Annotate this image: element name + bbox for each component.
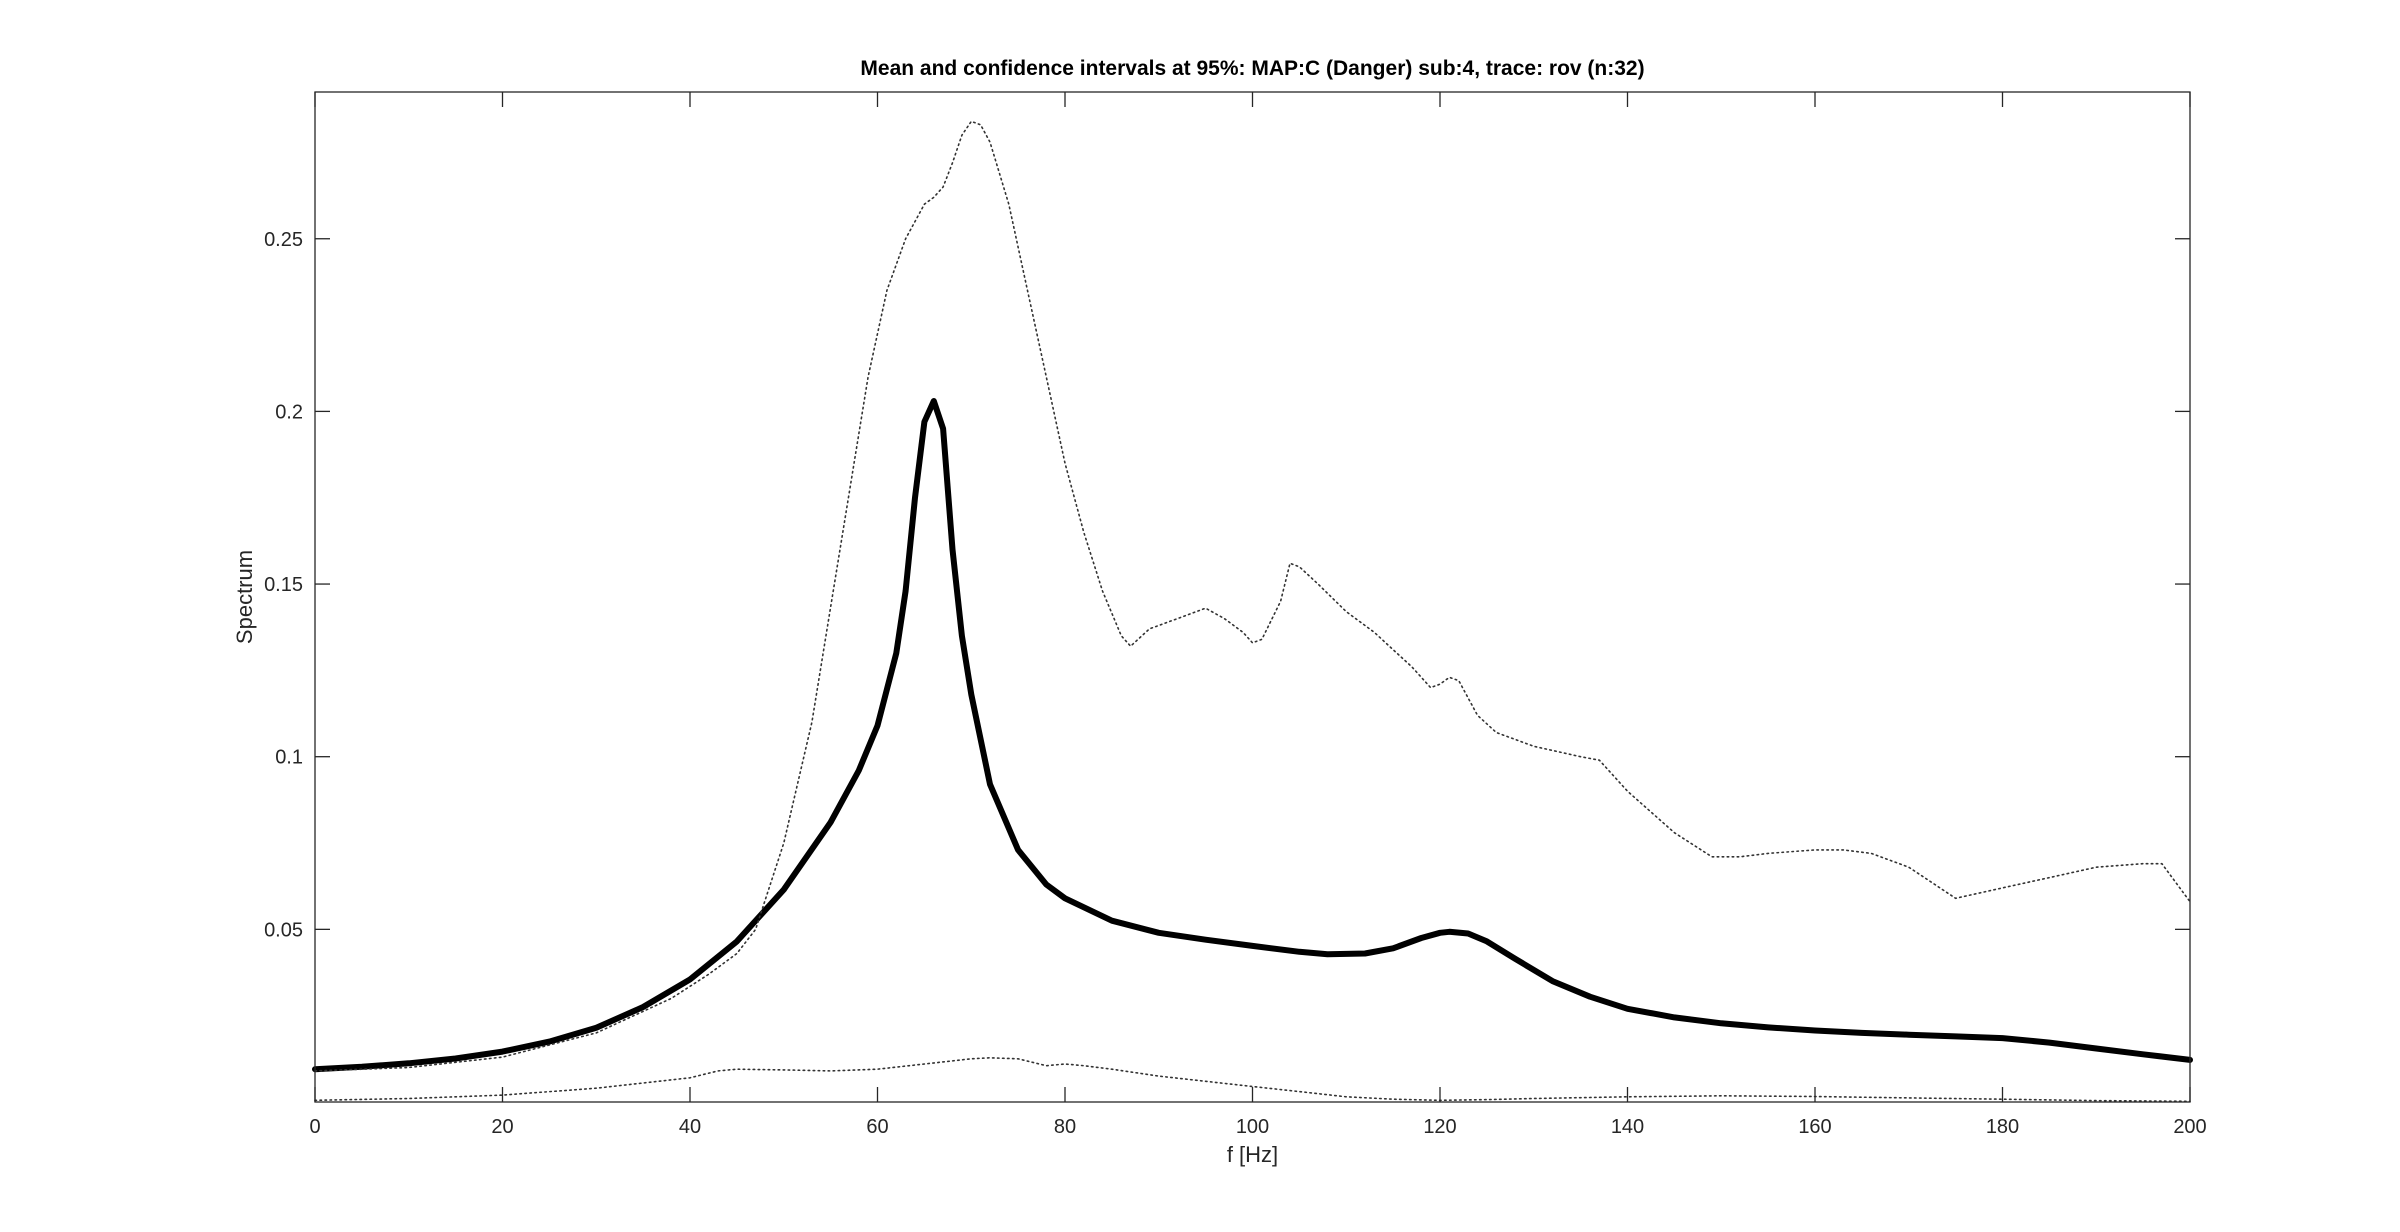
tick-layer: 0 20 40 60 80 100 120 140 160 180 200 0.05 0.1 0.15 0.… xyxy=(264,92,2207,1138)
x-tick-label: 180 xyxy=(1986,1116,2019,1138)
x-tick-label: 40 xyxy=(679,1116,701,1138)
y-tick-label: 0.05 xyxy=(264,919,303,941)
series-line-upper-ci xyxy=(314,120,2191,1072)
series-line-lower-ci xyxy=(314,1057,2191,1103)
series-layer xyxy=(312,120,2193,1103)
chart-title: Mean and confidence intervals at 95%: MA… xyxy=(860,57,1644,80)
x-tick-label: 20 xyxy=(491,1116,513,1138)
x-tick-label: 140 xyxy=(1611,1116,1644,1138)
x-tick-label: 0 xyxy=(309,1116,320,1138)
x-tick-label: 80 xyxy=(1054,1116,1076,1138)
y-tick-label: 0.25 xyxy=(264,229,303,251)
x-axis-label: f [Hz] xyxy=(1227,1142,1278,1167)
x-tick-label: 120 xyxy=(1423,1116,1456,1138)
x-tick-label: 160 xyxy=(1798,1116,1831,1138)
x-tick-label: 100 xyxy=(1236,1116,1269,1138)
y-tick-label: 0.1 xyxy=(275,747,303,769)
y-axis-label: Spectrum xyxy=(232,550,257,644)
x-tick-label: 200 xyxy=(2173,1116,2206,1138)
plot-area xyxy=(315,92,2190,1102)
y-tick-label: 0.15 xyxy=(264,574,303,596)
y-tick-label: 0.2 xyxy=(275,401,303,423)
x-tick-label: 60 xyxy=(866,1116,888,1138)
series-line-mean xyxy=(312,398,2193,1073)
